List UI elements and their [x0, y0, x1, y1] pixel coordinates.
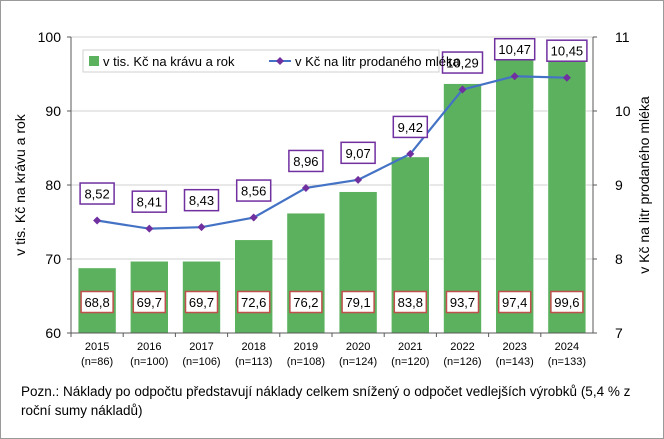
y-tick-label: 70: [45, 251, 61, 267]
x-sample-size-label: (n=120): [391, 356, 429, 368]
bar-data-label-box: [80, 290, 114, 314]
x-tick-label: 2020: [346, 341, 370, 353]
bar-data-label: 68,8: [84, 295, 109, 310]
x-sample-size-label: (n=108): [287, 356, 325, 368]
bar-data-label: 97,4: [502, 295, 527, 310]
bar-data-label: 99,6: [554, 295, 579, 310]
x-tick-label: 2016: [137, 341, 161, 353]
y-tick-label: 100: [38, 29, 62, 45]
x-tick-label: 2015: [85, 341, 109, 353]
y-right-tick-label: 8: [615, 251, 623, 267]
line-data-label: 8,96: [293, 154, 318, 169]
bar-data-label: 93,7: [450, 295, 475, 310]
y-tick-label: 90: [45, 103, 61, 119]
x-sample-size-label: (n=124): [339, 356, 377, 368]
footnote: Pozn.: Náklady po odpočtu představují ná…: [21, 384, 631, 418]
bar-data-label-box: [550, 290, 584, 314]
y-tick-label: 80: [45, 177, 61, 193]
x-sample-size-label: (n=100): [130, 356, 168, 368]
bar-data-label-box: [393, 290, 428, 314]
x-sample-size-label: (n=143): [496, 356, 534, 368]
bar-data-label-box: [184, 290, 219, 314]
line-data-label-box: [441, 51, 484, 74]
legend-bar-label: v tis. Kč na krávu a rok: [103, 54, 235, 69]
bar: [495, 55, 535, 334]
bar-data-label: 79,1: [345, 295, 370, 310]
bar-data-label: 76,2: [293, 295, 318, 310]
bar: [286, 212, 326, 334]
bar-data-label-box: [132, 290, 167, 314]
line-data-label: 10,29: [446, 56, 479, 71]
line-data-label-box: [340, 141, 376, 165]
line-marker: [458, 85, 467, 94]
line-marker: [93, 216, 102, 225]
bar-data-label: 83,8: [398, 295, 423, 310]
y-right-tick-label: 9: [615, 177, 623, 193]
bar: [547, 39, 587, 334]
line-data-label-box: [392, 115, 429, 139]
x-sample-size-label: (n=86): [81, 356, 113, 368]
y-right-tick-label: 10: [615, 103, 631, 119]
bar-data-label: 69,7: [137, 295, 162, 310]
x-tick-label: 2023: [502, 341, 526, 353]
x-sample-size-label: (n=133): [548, 356, 586, 368]
x-sample-size-label: (n=106): [182, 356, 220, 368]
line-data-label-box: [183, 188, 220, 212]
line-marker: [510, 72, 519, 81]
bar-data-label-box: [236, 290, 271, 314]
line-data-label-box: [546, 39, 588, 62]
line-marker: [354, 175, 363, 184]
line-data-label: 8,41: [137, 195, 162, 210]
line-marker: [249, 213, 258, 222]
line-data-label: 9,42: [398, 120, 423, 135]
y-right-axis-title: v Kč na litr prodaného mléka: [636, 96, 652, 274]
bar-data-label-box: [445, 290, 480, 314]
line-data-label-box: [493, 37, 536, 61]
bar-data-label-box: [289, 290, 323, 314]
x-tick-label: 2017: [189, 341, 213, 353]
bar-data-label-box: [341, 290, 375, 314]
legend-line-marker: [276, 57, 284, 65]
line-data-label-box: [131, 190, 168, 213]
line-data-label: 10,45: [551, 44, 584, 59]
bar: [234, 239, 273, 334]
y-tick-label: 60: [45, 325, 61, 341]
x-tick-label: 2022: [450, 341, 474, 353]
x-tick-label: 2018: [241, 341, 265, 353]
legend-line-label: v Kč na litr prodaného mléka: [295, 54, 461, 69]
line-marker: [197, 223, 206, 232]
y-right-tick-label: 7: [615, 325, 623, 341]
line-series: [96, 75, 567, 230]
line-marker: [562, 73, 571, 82]
x-sample-size-label: (n=126): [443, 356, 481, 368]
line-data-label-box: [235, 179, 272, 202]
line-marker: [145, 224, 154, 233]
x-sample-size-label: (n=113): [235, 356, 272, 368]
line-data-label: 9,07: [345, 146, 370, 161]
x-tick-label: 2021: [398, 341, 422, 353]
legend-bar-swatch: [89, 56, 99, 66]
line-data-label-box: [79, 182, 115, 205]
bar-data-label: 69,7: [189, 295, 214, 310]
line-data-label: 10,47: [498, 42, 531, 57]
bar-data-label: 72,6: [241, 295, 266, 310]
legend-box: [82, 49, 440, 73]
line-data-label: 8,52: [84, 187, 109, 202]
x-tick-label: 2019: [294, 341, 318, 353]
combo-chart: 60 70 80 90 100 7 8 9 10 11 2015 (n=86) 2016 (n=100) 2…: [12, 29, 652, 368]
line-data-label: 8,56: [241, 184, 266, 199]
x-tick-label: 2024: [555, 341, 579, 353]
line-marker: [301, 183, 310, 192]
y-right-tick-label: 11: [615, 29, 630, 45]
y-axis-title: v tis. Kč na krávu a rok: [12, 113, 28, 256]
bar-data-label-box: [497, 290, 532, 314]
line-data-label-box: [288, 149, 324, 173]
line-data-label: 8,43: [189, 193, 214, 208]
line-marker: [406, 149, 415, 158]
